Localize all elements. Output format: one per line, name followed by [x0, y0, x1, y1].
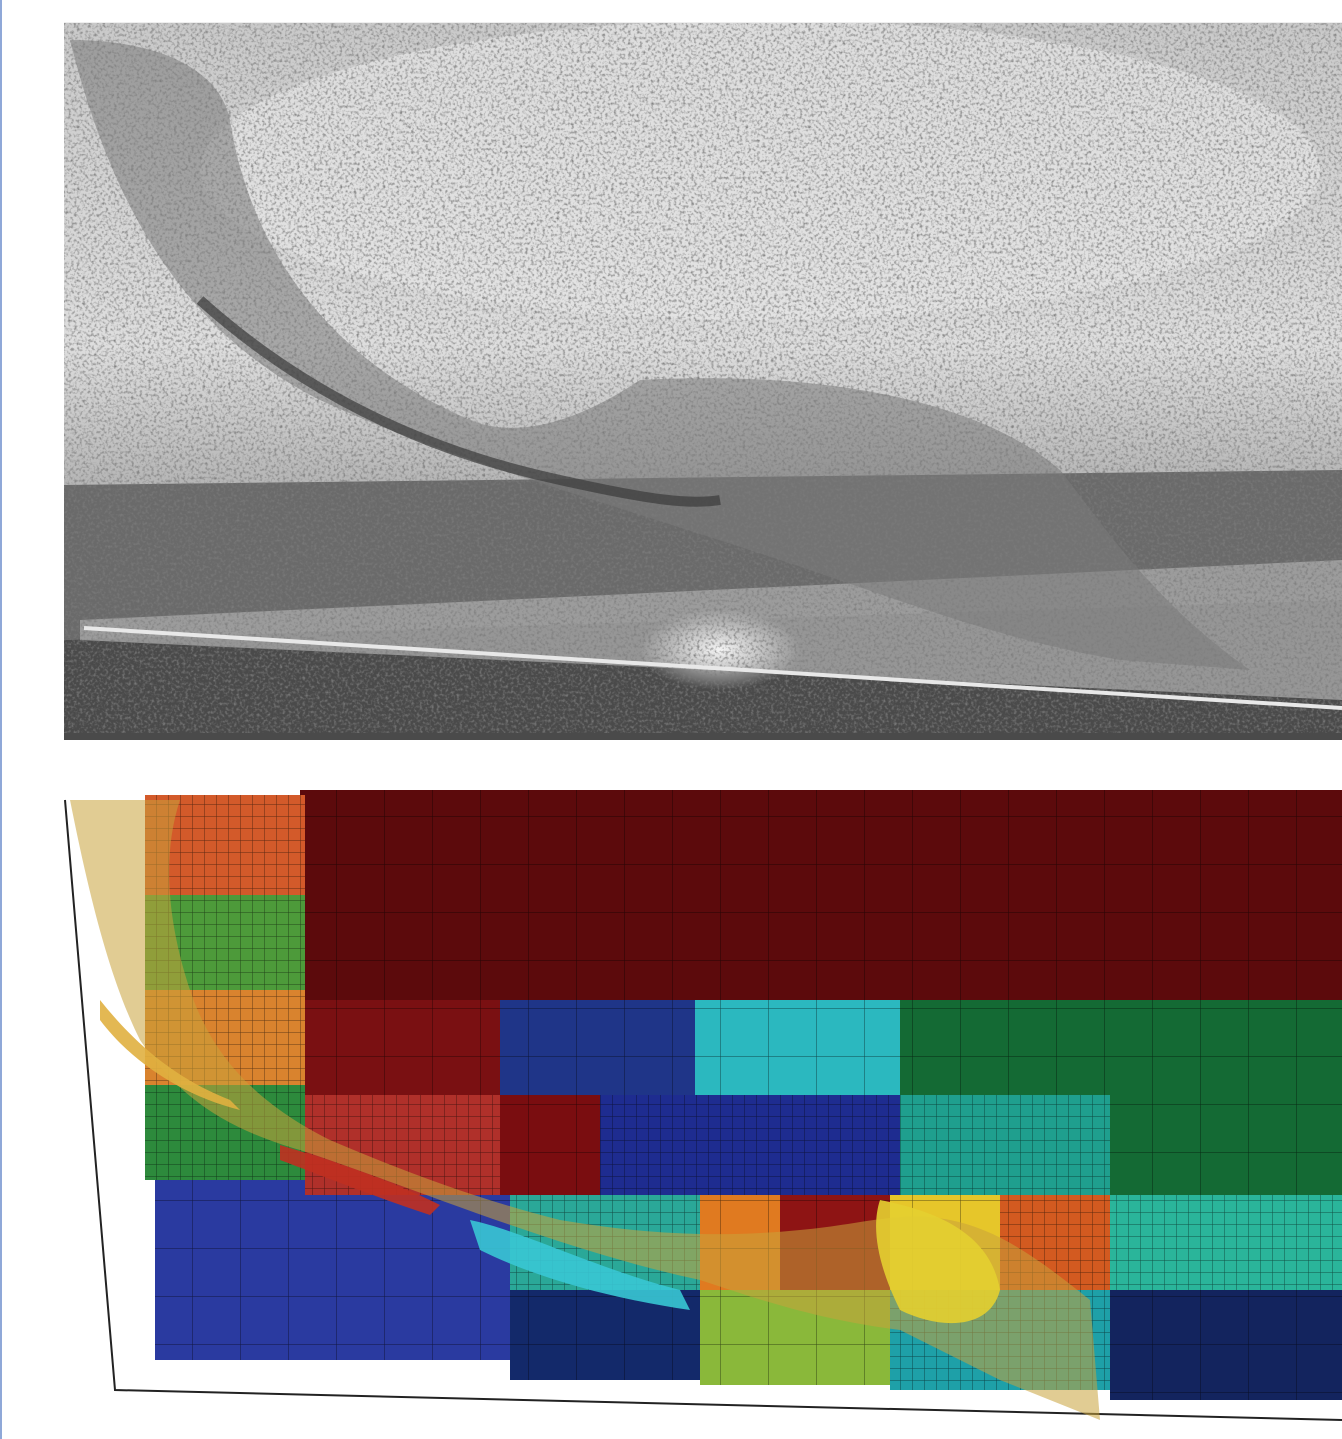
render-top — [64, 20, 1342, 740]
render-bottom — [65, 790, 1342, 1420]
mesh-grid — [300, 790, 1342, 1005]
mesh-grid — [1110, 1290, 1342, 1400]
mesh-grid — [1110, 1195, 1342, 1290]
mesh-grid — [155, 1180, 510, 1360]
left-rule — [0, 0, 2, 1439]
figure — [0, 0, 1342, 1439]
page-body: (() => { JSON.parse(document.getElementB… — [0, 0, 1342, 1439]
floor-highlight — [640, 610, 800, 690]
mesh-grid — [900, 1095, 1110, 1195]
mesh-grid — [695, 1000, 900, 1095]
mesh-grid — [1110, 1095, 1342, 1195]
mesh-grid — [500, 1095, 600, 1195]
mesh-grid — [500, 1000, 695, 1095]
mesh-grid — [600, 1095, 900, 1195]
mesh-grid — [900, 1000, 1342, 1095]
mesh-grid — [305, 1000, 500, 1095]
light-reflection — [200, 20, 1320, 320]
page: {} html, body { margin: 0; padding: 0; w… — [0, 0, 1342, 1439]
